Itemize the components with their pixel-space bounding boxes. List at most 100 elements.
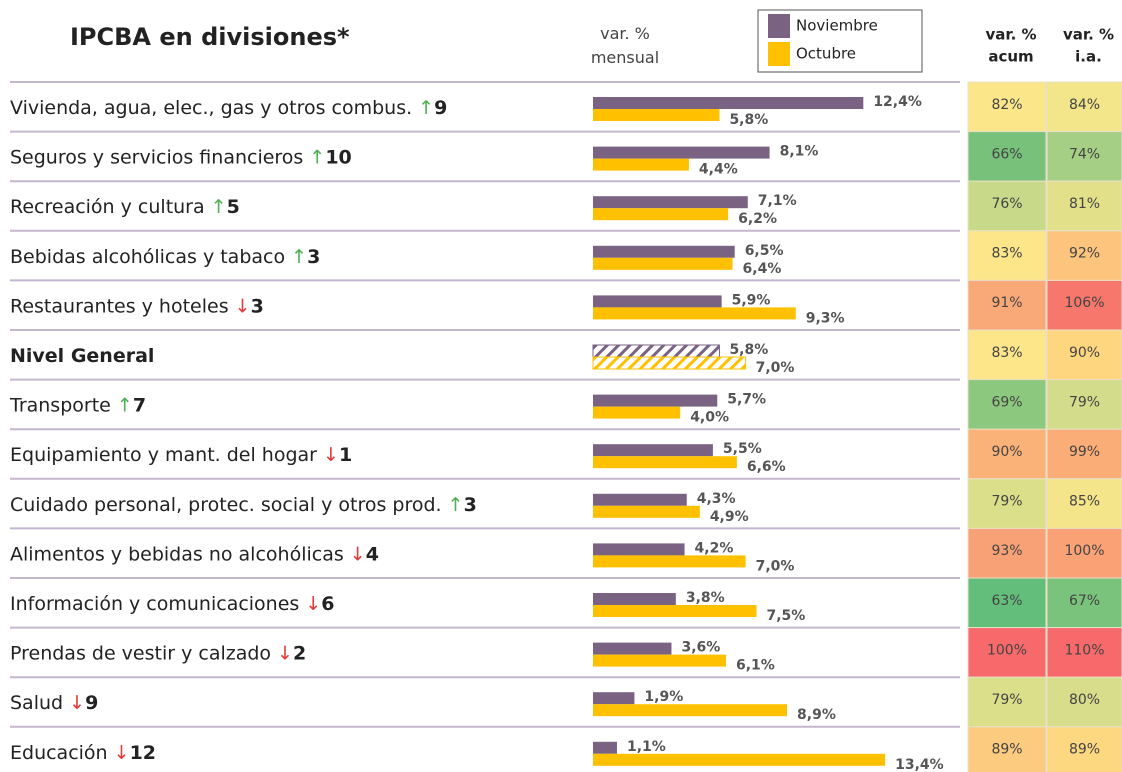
value-label: 6,5% <box>745 243 784 259</box>
value-label: 5,8% <box>729 342 768 358</box>
bar <box>593 642 672 655</box>
value-label: 5,9% <box>732 292 771 308</box>
rank-arrow: ↓ <box>114 741 130 763</box>
category-name: Vivienda, agua, elec., gas y otros combu… <box>10 97 412 119</box>
rank-change: 10 <box>325 146 351 168</box>
category-name: Restaurantes y hoteles <box>10 295 229 317</box>
rank-arrow: ↓ <box>235 295 251 317</box>
rank-change: 7 <box>133 394 146 416</box>
value-label: 8,9% <box>797 707 836 723</box>
category-name: Recreación y cultura <box>10 196 205 218</box>
value-label: 6,2% <box>738 211 777 227</box>
category-label: Seguros y servicios financieros ↑10 <box>10 146 352 168</box>
category-name: Alimentos y bebidas no alcohólicas <box>10 543 344 565</box>
heat-cell <box>1046 627 1122 678</box>
rank-arrow: ↑ <box>117 394 133 416</box>
cell-label: 82% <box>991 97 1022 113</box>
bar <box>593 704 788 717</box>
category-label: Información y comunicaciones ↓6 <box>10 593 335 615</box>
rank-change: 6 <box>321 593 334 615</box>
value-label: 4,4% <box>699 162 738 178</box>
axis-label: var. % mensual <box>591 24 659 67</box>
cell-label: 89% <box>1069 742 1100 758</box>
value-label: 6,6% <box>747 459 786 475</box>
bar <box>593 593 676 605</box>
heat-cell <box>1046 527 1122 579</box>
category-name: Transporte <box>9 394 111 416</box>
value-label: 7,0% <box>756 558 795 574</box>
bar <box>593 555 746 568</box>
rank-change: 2 <box>293 642 306 664</box>
category-label: Salud ↓9 <box>10 692 98 714</box>
cell-label: 110% <box>1064 642 1104 658</box>
heat-cell <box>967 379 1047 430</box>
value-label: 5,5% <box>723 441 762 457</box>
category-label: Recreación y cultura ↑5 <box>10 196 240 218</box>
cell-label: 74% <box>1069 146 1100 162</box>
value-label: 4,2% <box>695 540 734 556</box>
value-label: 6,4% <box>743 261 782 277</box>
cell-label: 81% <box>1069 196 1100 212</box>
heat-cell <box>967 81 1047 133</box>
rank-change: 3 <box>251 295 264 317</box>
rank-arrow: ↓ <box>323 444 339 466</box>
legend-label: Noviembre <box>796 17 878 35</box>
bar <box>593 257 733 270</box>
chart-title: IPCBA en divisiones* <box>70 23 350 51</box>
bar <box>593 493 687 506</box>
axis-label-line: mensual <box>591 48 659 67</box>
rank-change: 1 <box>339 444 352 466</box>
cell-label: 85% <box>1069 494 1100 510</box>
cell-label: 79% <box>991 692 1022 708</box>
category-label: Cuidado personal, protec. social y otros… <box>10 493 477 515</box>
value-label: 3,6% <box>681 640 720 656</box>
rank-arrow: ↑ <box>309 146 325 168</box>
heat-cell <box>967 726 1047 772</box>
cell-label: 83% <box>991 246 1022 262</box>
legend-swatch <box>768 42 790 66</box>
value-label: 12,4% <box>873 94 922 110</box>
heat-cell <box>1046 180 1122 232</box>
cell-label: 79% <box>991 494 1022 510</box>
category-name: Cuidado personal, protec. social y otros… <box>10 493 442 515</box>
bar <box>593 109 720 121</box>
value-label: 3,8% <box>686 590 725 606</box>
bar <box>593 394 718 407</box>
value-label: 7,5% <box>767 608 806 624</box>
heat-cell <box>967 180 1047 232</box>
rank-change: 4 <box>366 543 379 565</box>
value-label: 7,0% <box>756 360 795 376</box>
rank-arrow: ↓ <box>277 642 293 664</box>
cell-label: 90% <box>1069 345 1100 361</box>
heat-cell <box>967 131 1047 182</box>
bar <box>593 406 681 419</box>
bar <box>593 605 757 617</box>
axis-label-line: var. % <box>600 24 650 43</box>
value-label: 8,1% <box>780 144 819 160</box>
cell-label: 106% <box>1064 295 1104 311</box>
legend-swatch <box>768 14 790 38</box>
column-header: var. % <box>1063 26 1114 44</box>
cell-label: 67% <box>1069 593 1100 609</box>
cell-label: 91% <box>991 295 1022 311</box>
rank-change: 9 <box>85 692 98 714</box>
category-name: Equipamiento y mant. del hogar <box>10 444 317 466</box>
value-label: 13,4% <box>895 757 944 772</box>
cell-label: 79% <box>1069 394 1100 410</box>
category-name: Salud <box>10 692 63 714</box>
rank-arrow: ↑ <box>418 97 434 119</box>
heat-cell <box>967 627 1047 678</box>
bar <box>593 456 737 469</box>
cell-label: 63% <box>991 593 1022 609</box>
category-name: Seguros y servicios financieros <box>10 146 303 168</box>
cell-label: 84% <box>1069 97 1100 113</box>
value-label: 7,1% <box>758 193 797 209</box>
category-label: Equipamiento y mant. del hogar ↓1 <box>10 444 352 466</box>
bar <box>593 245 735 258</box>
cell-label: 100% <box>987 642 1027 658</box>
category-name: Bebidas alcohólicas y tabaco <box>10 245 285 267</box>
value-label: 4,9% <box>710 509 749 525</box>
bar <box>592 356 747 370</box>
legend-label: Octubre <box>796 45 856 63</box>
